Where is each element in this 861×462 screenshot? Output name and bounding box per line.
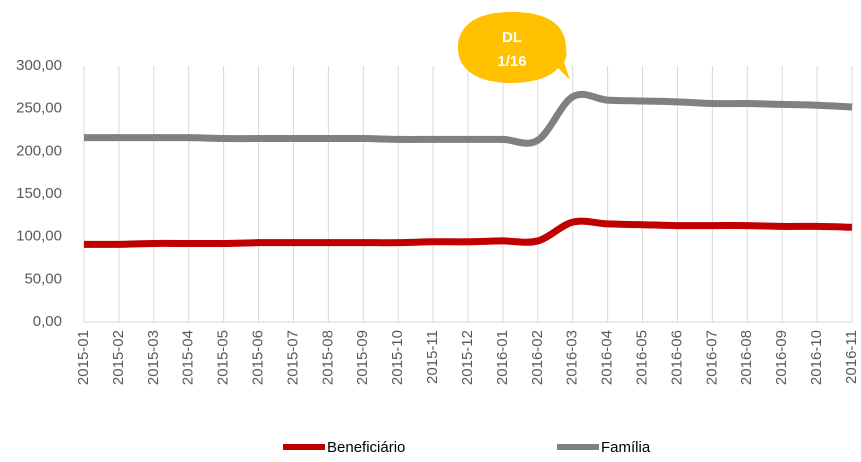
y-tick-label: 250,00: [16, 100, 62, 117]
x-tick-label: 2015-12: [459, 330, 476, 385]
legend-label: Beneficiário: [327, 439, 405, 456]
callout-bubble: [458, 12, 570, 83]
x-tick-label: 2016-04: [599, 330, 616, 385]
x-tick-label: 2015-03: [145, 330, 162, 385]
x-tick-label: 2015-08: [319, 330, 336, 385]
x-tick-label: 2015-10: [389, 330, 406, 385]
x-tick-label: 2016-03: [564, 330, 581, 385]
x-tick-label: 2015-01: [75, 330, 92, 385]
x-tick-label: 2016-07: [703, 330, 720, 385]
callout-text: 1/16: [497, 53, 526, 70]
y-tick-label: 0,00: [33, 313, 62, 330]
x-tick-label: 2016-10: [808, 330, 825, 385]
x-tick-label: 2015-11: [424, 330, 441, 384]
x-tick-label: 2015-05: [215, 330, 232, 385]
x-tick-label: 2016-09: [773, 330, 790, 385]
x-tick-label: 2016-05: [634, 330, 651, 385]
series-line: [83, 217, 853, 248]
y-tick-label: 200,00: [16, 142, 62, 159]
y-tick-label: 50,00: [24, 270, 62, 287]
x-tick-label: 2016-08: [738, 330, 755, 385]
x-tick-label: 2016-02: [529, 330, 546, 385]
y-tick-label: 100,00: [16, 228, 62, 245]
x-tick-label: 2015-04: [180, 330, 197, 385]
x-tick-label: 2016-06: [668, 330, 685, 385]
x-tick-label: 2016-11: [843, 330, 860, 384]
series-line: [84, 90, 853, 147]
legend-label: Família: [601, 439, 651, 456]
y-tick-label: 300,00: [16, 57, 62, 74]
x-tick-label: 2015-07: [284, 330, 301, 385]
x-tick-label: 2016-01: [494, 330, 511, 385]
callout-text: DL: [502, 29, 522, 46]
y-tick-label: 150,00: [16, 185, 62, 202]
x-tick-label: 2015-06: [250, 330, 267, 385]
x-tick-label: 2015-02: [110, 330, 127, 385]
x-tick-label: 2015-09: [354, 330, 371, 385]
